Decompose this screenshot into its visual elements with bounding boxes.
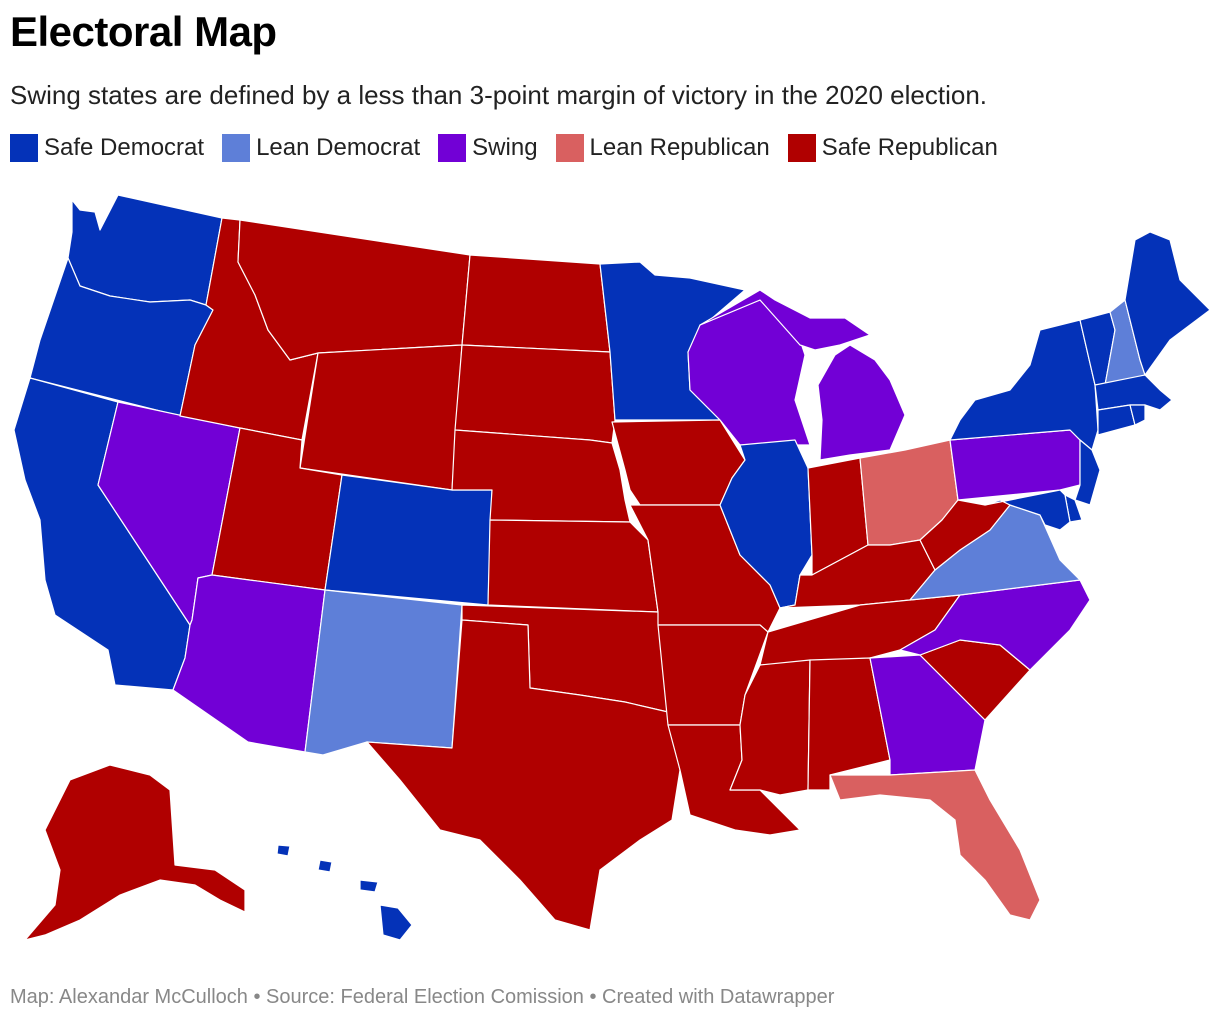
us-electoral-map (0, 185, 1220, 955)
map-subtitle: Swing states are defined by a less than … (10, 80, 988, 110)
state-me[interactable] (1124, 231, 1211, 376)
legend-item-lean-republican: Lean Republican (555, 134, 770, 162)
legend-item-safe-republican: Safe Republican (787, 134, 998, 162)
legend-swatch-lean-republican (555, 134, 584, 162)
legend-swatch-safe-democrat (10, 134, 38, 162)
legend-item-swing: Swing (438, 134, 538, 162)
legend-swatch-swing (438, 134, 467, 162)
state-ks[interactable] (487, 519, 659, 613)
map-credit-footer: Map: Alexandar McCulloch • Source: Feder… (10, 986, 835, 1008)
state-ny[interactable] (949, 319, 1099, 451)
state-mi[interactable] (817, 344, 906, 461)
legend-label-safe-democrat: Safe Democrat (44, 134, 205, 161)
state-nm[interactable] (304, 589, 463, 756)
state-nj[interactable] (1074, 439, 1101, 506)
state-ct[interactable] (1097, 404, 1136, 436)
state-hi-maui[interactable] (359, 879, 379, 893)
legend-label-swing: Swing (472, 134, 538, 161)
state-nd[interactable] (461, 254, 611, 353)
state-wy[interactable] (299, 344, 463, 491)
state-md[interactable] (984, 489, 1071, 531)
map-svg (13, 194, 1211, 941)
legend-item-lean-democrat: Lean Democrat (222, 134, 420, 162)
state-wa[interactable] (67, 194, 223, 306)
legend: Safe Democrat Lean Democrat Swing Lean R… (10, 134, 998, 162)
map-title: Electoral Map (10, 8, 277, 55)
state-sd[interactable] (454, 344, 616, 444)
state-hi-big[interactable] (379, 904, 413, 941)
legend-label-lean-republican: Lean Republican (589, 134, 770, 161)
state-ak[interactable] (24, 764, 246, 941)
legend-item-safe-democrat: Safe Democrat (10, 134, 204, 162)
state-nc[interactable] (899, 579, 1091, 671)
state-hi-kauai[interactable] (276, 844, 291, 857)
state-mi-upper[interactable] (699, 289, 871, 351)
state-tx[interactable] (366, 619, 681, 931)
state-co[interactable] (324, 474, 493, 606)
state-pa[interactable] (949, 429, 1081, 501)
state-fl[interactable] (829, 769, 1041, 921)
legend-label-safe-republican: Safe Republican (821, 134, 998, 161)
legend-swatch-safe-republican (787, 134, 816, 162)
legend-swatch-lean-democrat (222, 134, 251, 162)
state-ri[interactable] (1129, 404, 1146, 426)
state-hi-oahu[interactable] (317, 859, 333, 873)
state-ne[interactable] (451, 429, 631, 523)
legend-label-lean-democrat: Lean Democrat (256, 134, 421, 161)
state-az[interactable] (172, 574, 326, 753)
